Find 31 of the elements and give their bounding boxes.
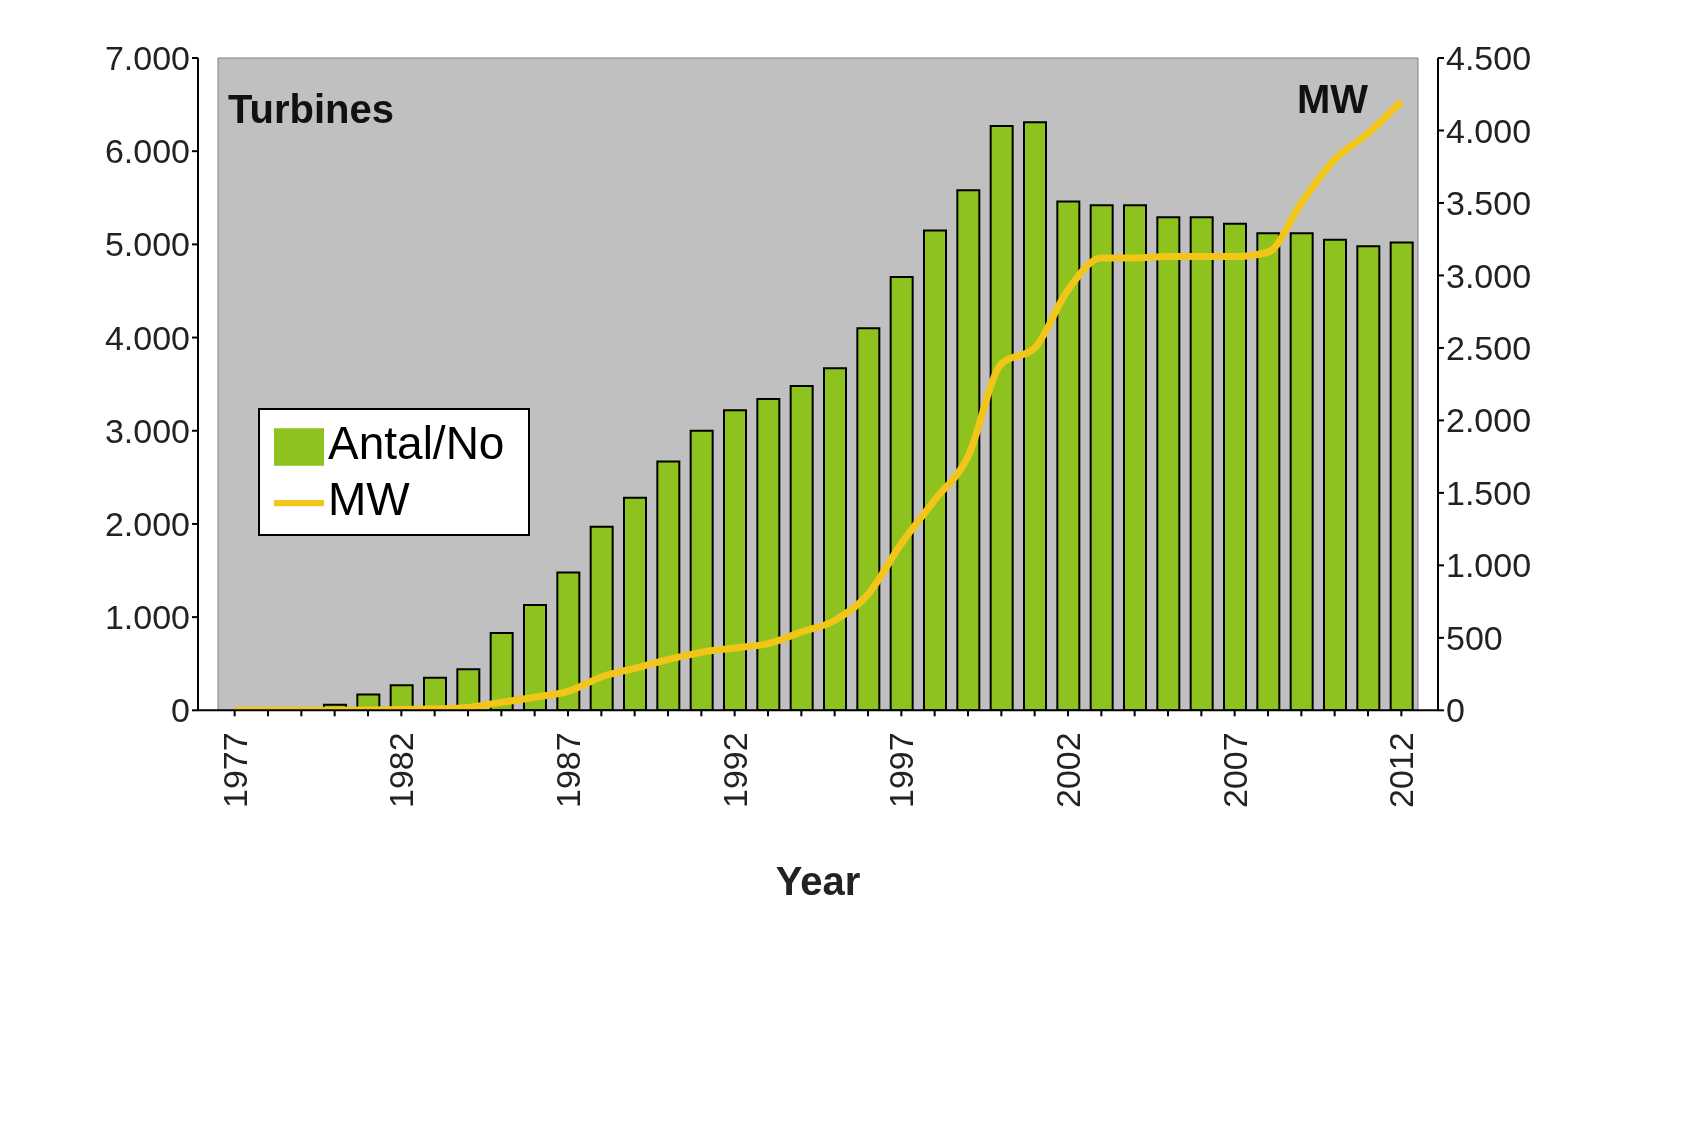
y2-tick-label: 4.500: [1446, 39, 1532, 78]
y2-tick-label: 500: [1446, 618, 1503, 657]
x-tick-label: 1987: [549, 732, 587, 808]
y-axis-title: Turbines: [228, 87, 394, 131]
y-tick-label: 0: [171, 691, 190, 730]
x-tick-label: 2007: [1215, 732, 1254, 808]
y-tick-label: 7.000: [104, 39, 190, 78]
legend-label: MW: [328, 472, 410, 525]
y-tick-label: 1.000: [104, 598, 190, 637]
x-axis-title: Year: [775, 859, 861, 904]
y2-tick-label: 3.500: [1446, 184, 1532, 223]
x-tick-label: 1977: [215, 732, 254, 808]
x-tick-label: 1997: [882, 732, 921, 808]
y-tick-label: 4.000: [104, 318, 190, 357]
x-tick-label: 1992: [715, 732, 754, 808]
x-tick-label: 1982: [382, 732, 421, 808]
y2-tick-label: 3.000: [1446, 256, 1532, 295]
y2-tick-label: 0: [1446, 691, 1465, 730]
y2-axis-title: MW: [1296, 77, 1369, 121]
y2-tick-label: 2.000: [1446, 401, 1532, 440]
y2-tick-label: 2.500: [1446, 328, 1532, 367]
y2-tick-label: 4.000: [1446, 111, 1532, 150]
y-tick-label: 6.000: [104, 132, 190, 171]
y-tick-label: 2.000: [104, 505, 190, 544]
legend-label: Antal/No: [328, 417, 505, 469]
y-tick-label: 5.000: [104, 225, 190, 264]
y-tick-label: 3.000: [104, 411, 190, 450]
y2-tick-label: 1.500: [1446, 473, 1532, 512]
x-tick-label: 2002: [1049, 732, 1087, 808]
x-tick-label: 2012: [1382, 732, 1421, 808]
y2-tick-label: 1.000: [1446, 546, 1532, 585]
